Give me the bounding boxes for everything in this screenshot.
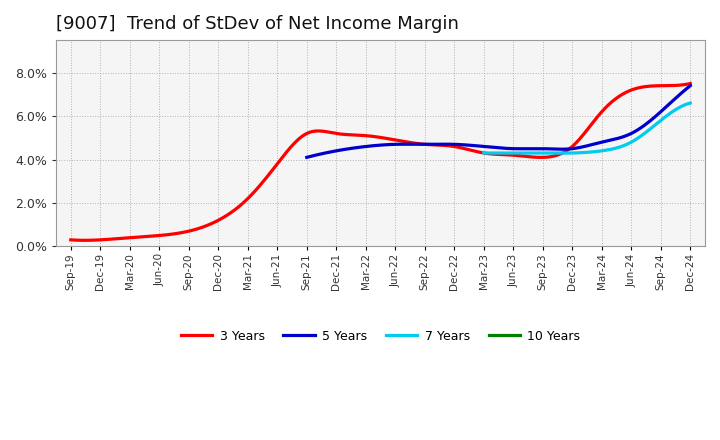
5 Years (617, 135, 626, 140)
7 Years (578, 150, 587, 155)
3 Years (672, 83, 681, 88)
3 Years (403, 139, 412, 145)
5 Years (487, 145, 495, 150)
3 Years (366, 133, 374, 139)
Line: 3 Years: 3 Years (71, 84, 690, 240)
Legend: 3 Years, 5 Years, 7 Years, 10 Years: 3 Years, 5 Years, 7 Years, 10 Years (176, 325, 585, 348)
3 Years (66, 237, 75, 242)
7 Years (603, 147, 611, 153)
7 Years (681, 102, 690, 107)
3 Years (362, 133, 371, 138)
7 Years (649, 124, 658, 129)
5 Years (510, 146, 518, 151)
5 Years (677, 91, 685, 96)
7 Years (686, 100, 695, 106)
7 Years (557, 150, 565, 156)
5 Years (485, 144, 493, 150)
7 Years (480, 150, 488, 156)
Text: [9007]  Trend of StDev of Net Income Margin: [9007] Trend of StDev of Net Income Marg… (56, 15, 459, 33)
Line: 5 Years: 5 Years (307, 86, 690, 158)
7 Years (579, 150, 588, 155)
Line: 7 Years: 7 Years (484, 103, 690, 153)
3 Years (80, 238, 89, 243)
3 Years (575, 136, 584, 142)
5 Years (686, 83, 695, 88)
7 Years (592, 149, 600, 154)
3 Years (686, 81, 695, 86)
3 Years (436, 143, 445, 148)
5 Years (531, 146, 539, 151)
5 Years (302, 155, 311, 160)
